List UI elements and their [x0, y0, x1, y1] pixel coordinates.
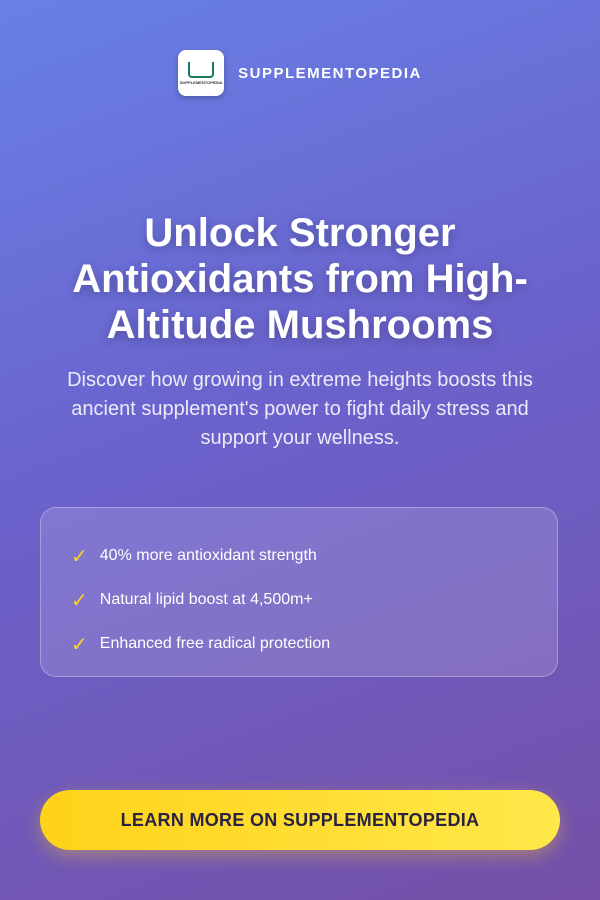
brand: SUPPLEMENTOPEDIA — [238, 64, 422, 82]
benefit-text: Enhanced free radical protection — [99, 635, 331, 652]
benefit-text: 40% more antioxidant strength — [99, 547, 317, 564]
check-icon: ✓ — [71, 545, 88, 568]
cta-button[interactable]: LEARN MORE ON SUPPLEMENTOPEDIA — [40, 790, 560, 850]
header: SUPPLEMENTOPEDIA SUPPLEMENTOPEDIA — [0, 50, 600, 96]
benefit: ✓ Natural lipid boost at 4,500m+ — [71, 578, 527, 622]
benefit: ✓ Enhanced free radical protection — [71, 622, 527, 666]
check-icon: ✓ — [71, 589, 88, 612]
headline: Unlock Stronger Antioxidants from High-A… — [72, 211, 528, 347]
logo-text: SUPPLEMENTOPEDIA — [179, 79, 223, 85]
logo-icon — [188, 61, 215, 78]
subheadline: Discover how growing in extreme heights … — [67, 369, 533, 449]
logo: SUPPLEMENTOPEDIA — [178, 50, 225, 96]
benefits-box: ✓ 40% more antioxidant strength ✓ Natural l… — [40, 507, 558, 677]
benefit-text: Natural lipid boost at 4,500m+ — [99, 591, 313, 608]
benefit: ✓ 40% more antioxidant strength — [71, 534, 527, 578]
check-icon: ✓ — [71, 633, 88, 656]
